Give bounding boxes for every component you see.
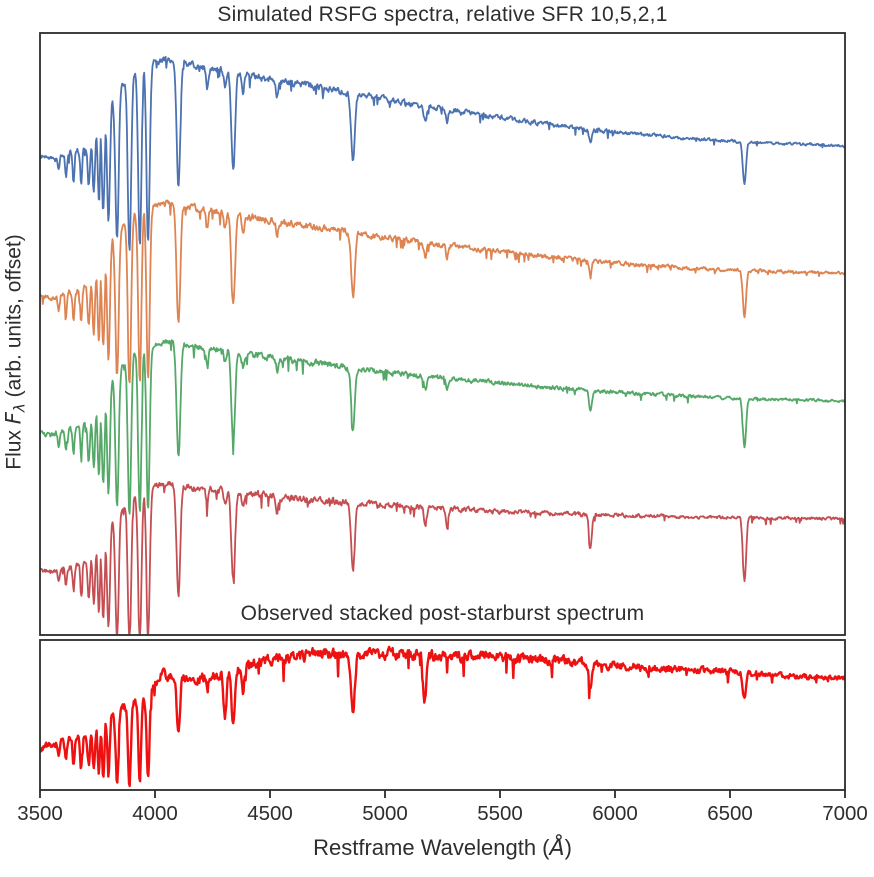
simulated-panel-series [40,55,845,635]
figure-title: Simulated RSFG spectra, relative SFR 10,… [217,3,668,26]
x-axis-label: Restframe Wavelength (Å) [40,835,845,861]
x-tick-label: 4500 [247,802,293,825]
spectrum-relative-sfr-5 [40,199,845,384]
x-tick-label: 3500 [17,802,63,825]
x-tick-label: 6500 [707,802,753,825]
observed-panel-title: Observed stacked post-starburst spectrum [240,602,645,625]
x-tick-label: 6000 [592,802,638,825]
simulated-panel-frame [39,32,846,636]
x-axis-label-text: Restframe Wavelength ( [313,835,550,860]
observed-panel-frame [39,639,846,791]
x-tick-label: 4000 [132,802,178,825]
spectrum-stacked-post-starburst-spectrum [40,645,845,788]
x-tick-label: 5000 [362,802,408,825]
observed-panel-series [40,645,845,788]
x-axis-label-close: ) [564,835,572,860]
x-tick-label: 7000 [822,802,868,825]
angstrom-symbol: Å [549,836,565,861]
spectrum-relative-sfr-2 [40,339,845,515]
spectrum-relative-sfr-1 [40,481,845,635]
spectrum-relative-sfr-10 [40,55,845,251]
x-tick-label: 5500 [477,802,523,825]
